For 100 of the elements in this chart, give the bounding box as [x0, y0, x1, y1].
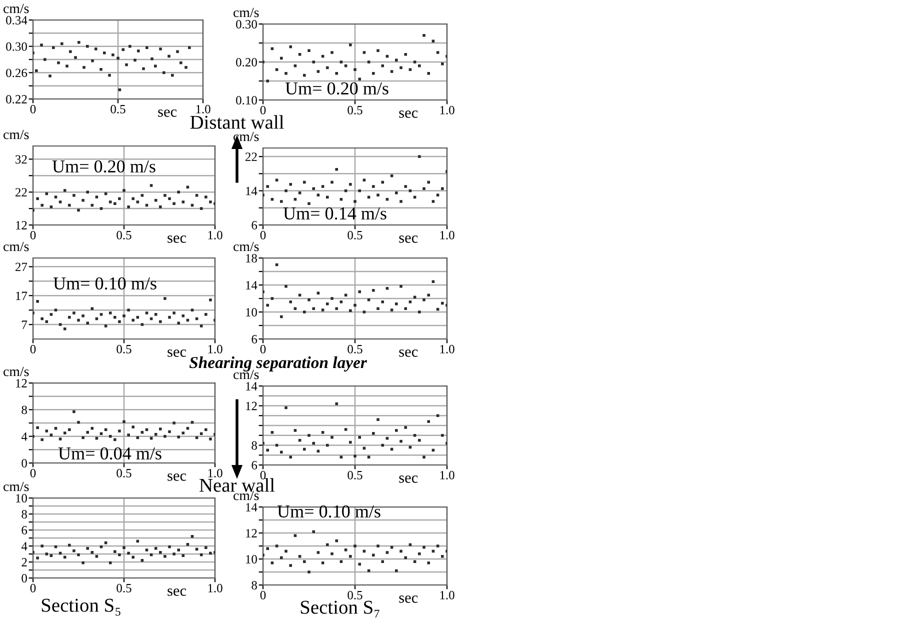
point — [190, 308, 194, 312]
point — [404, 307, 407, 310]
y-tick-label: 8 — [252, 441, 257, 450]
point — [441, 302, 444, 305]
y-tick-label: 14 — [246, 382, 258, 390]
point — [40, 438, 44, 442]
x-tick-label: 0.5 — [348, 470, 362, 480]
point — [77, 318, 80, 322]
point — [308, 434, 310, 437]
point — [354, 454, 356, 458]
point — [177, 436, 180, 438]
point — [422, 456, 426, 458]
point — [209, 438, 212, 440]
point — [86, 547, 89, 550]
point — [362, 310, 366, 314]
point — [114, 316, 116, 319]
point — [308, 202, 310, 205]
point — [100, 68, 102, 71]
point — [266, 185, 269, 188]
x-tick-label: 0 — [260, 470, 266, 480]
point — [400, 284, 402, 288]
point — [289, 564, 292, 567]
point — [182, 432, 185, 434]
y-axis-title: cm/s — [234, 8, 259, 18]
point — [330, 180, 334, 184]
point — [372, 289, 375, 292]
annotation: Um= 0.04 m/s — [58, 447, 162, 460]
point — [104, 324, 108, 328]
point — [209, 298, 212, 302]
point — [50, 434, 53, 436]
point — [270, 562, 274, 564]
point — [164, 297, 166, 300]
x-tick-label: 1.0 — [208, 584, 222, 592]
point — [303, 74, 306, 77]
x-axis-title: sec — [158, 109, 177, 117]
point — [335, 72, 338, 75]
x-axis-title: sec — [399, 235, 418, 243]
point — [140, 194, 144, 197]
point — [36, 300, 39, 303]
point — [349, 182, 352, 186]
point — [294, 307, 297, 310]
point — [140, 323, 144, 326]
y-tick-label: 8 — [22, 406, 27, 414]
point — [404, 556, 407, 560]
point — [266, 448, 269, 452]
point — [294, 429, 297, 432]
point — [86, 322, 89, 324]
y-tick-label: 0.22 — [6, 95, 27, 104]
y-tick-label: 22 — [245, 152, 257, 161]
point — [418, 155, 421, 158]
text: Section S₅ — [42, 598, 120, 616]
point — [340, 560, 343, 563]
point — [122, 546, 126, 549]
y-tick-label: 12 — [246, 402, 257, 410]
y-tick-label: 10 — [246, 555, 257, 564]
point — [381, 560, 384, 563]
y-tick-label: 17 — [16, 292, 28, 300]
point — [270, 431, 274, 434]
point — [381, 300, 384, 304]
point — [168, 54, 170, 58]
point — [72, 312, 76, 314]
point — [298, 192, 302, 194]
point — [86, 190, 89, 194]
point — [204, 196, 208, 198]
point — [68, 204, 71, 207]
point — [330, 51, 334, 54]
point — [330, 552, 334, 556]
point — [48, 74, 52, 78]
point — [168, 430, 171, 434]
point — [427, 420, 430, 423]
point — [159, 428, 162, 430]
point — [316, 70, 320, 73]
y-tick-label: 10 — [16, 494, 27, 502]
point — [349, 309, 352, 312]
point — [441, 434, 444, 437]
point — [122, 48, 124, 52]
point — [95, 555, 98, 558]
text: Distant wall — [190, 115, 284, 129]
y-tick-label: 0.10 — [236, 96, 257, 105]
point — [68, 316, 71, 319]
point — [69, 50, 72, 53]
point — [72, 549, 76, 552]
point — [436, 194, 440, 196]
point — [413, 434, 416, 437]
point — [182, 554, 185, 557]
y-tick-label: 0.30 — [236, 20, 257, 29]
point — [349, 440, 352, 444]
point — [50, 313, 53, 316]
point — [177, 190, 180, 194]
x-tick-label: 0 — [260, 590, 266, 600]
point — [132, 556, 134, 559]
point — [116, 56, 120, 60]
point — [372, 72, 375, 75]
point — [127, 206, 130, 208]
point — [63, 189, 66, 192]
point — [312, 307, 315, 310]
point — [204, 546, 208, 549]
point — [408, 300, 412, 304]
point — [400, 66, 402, 70]
point — [195, 194, 198, 197]
